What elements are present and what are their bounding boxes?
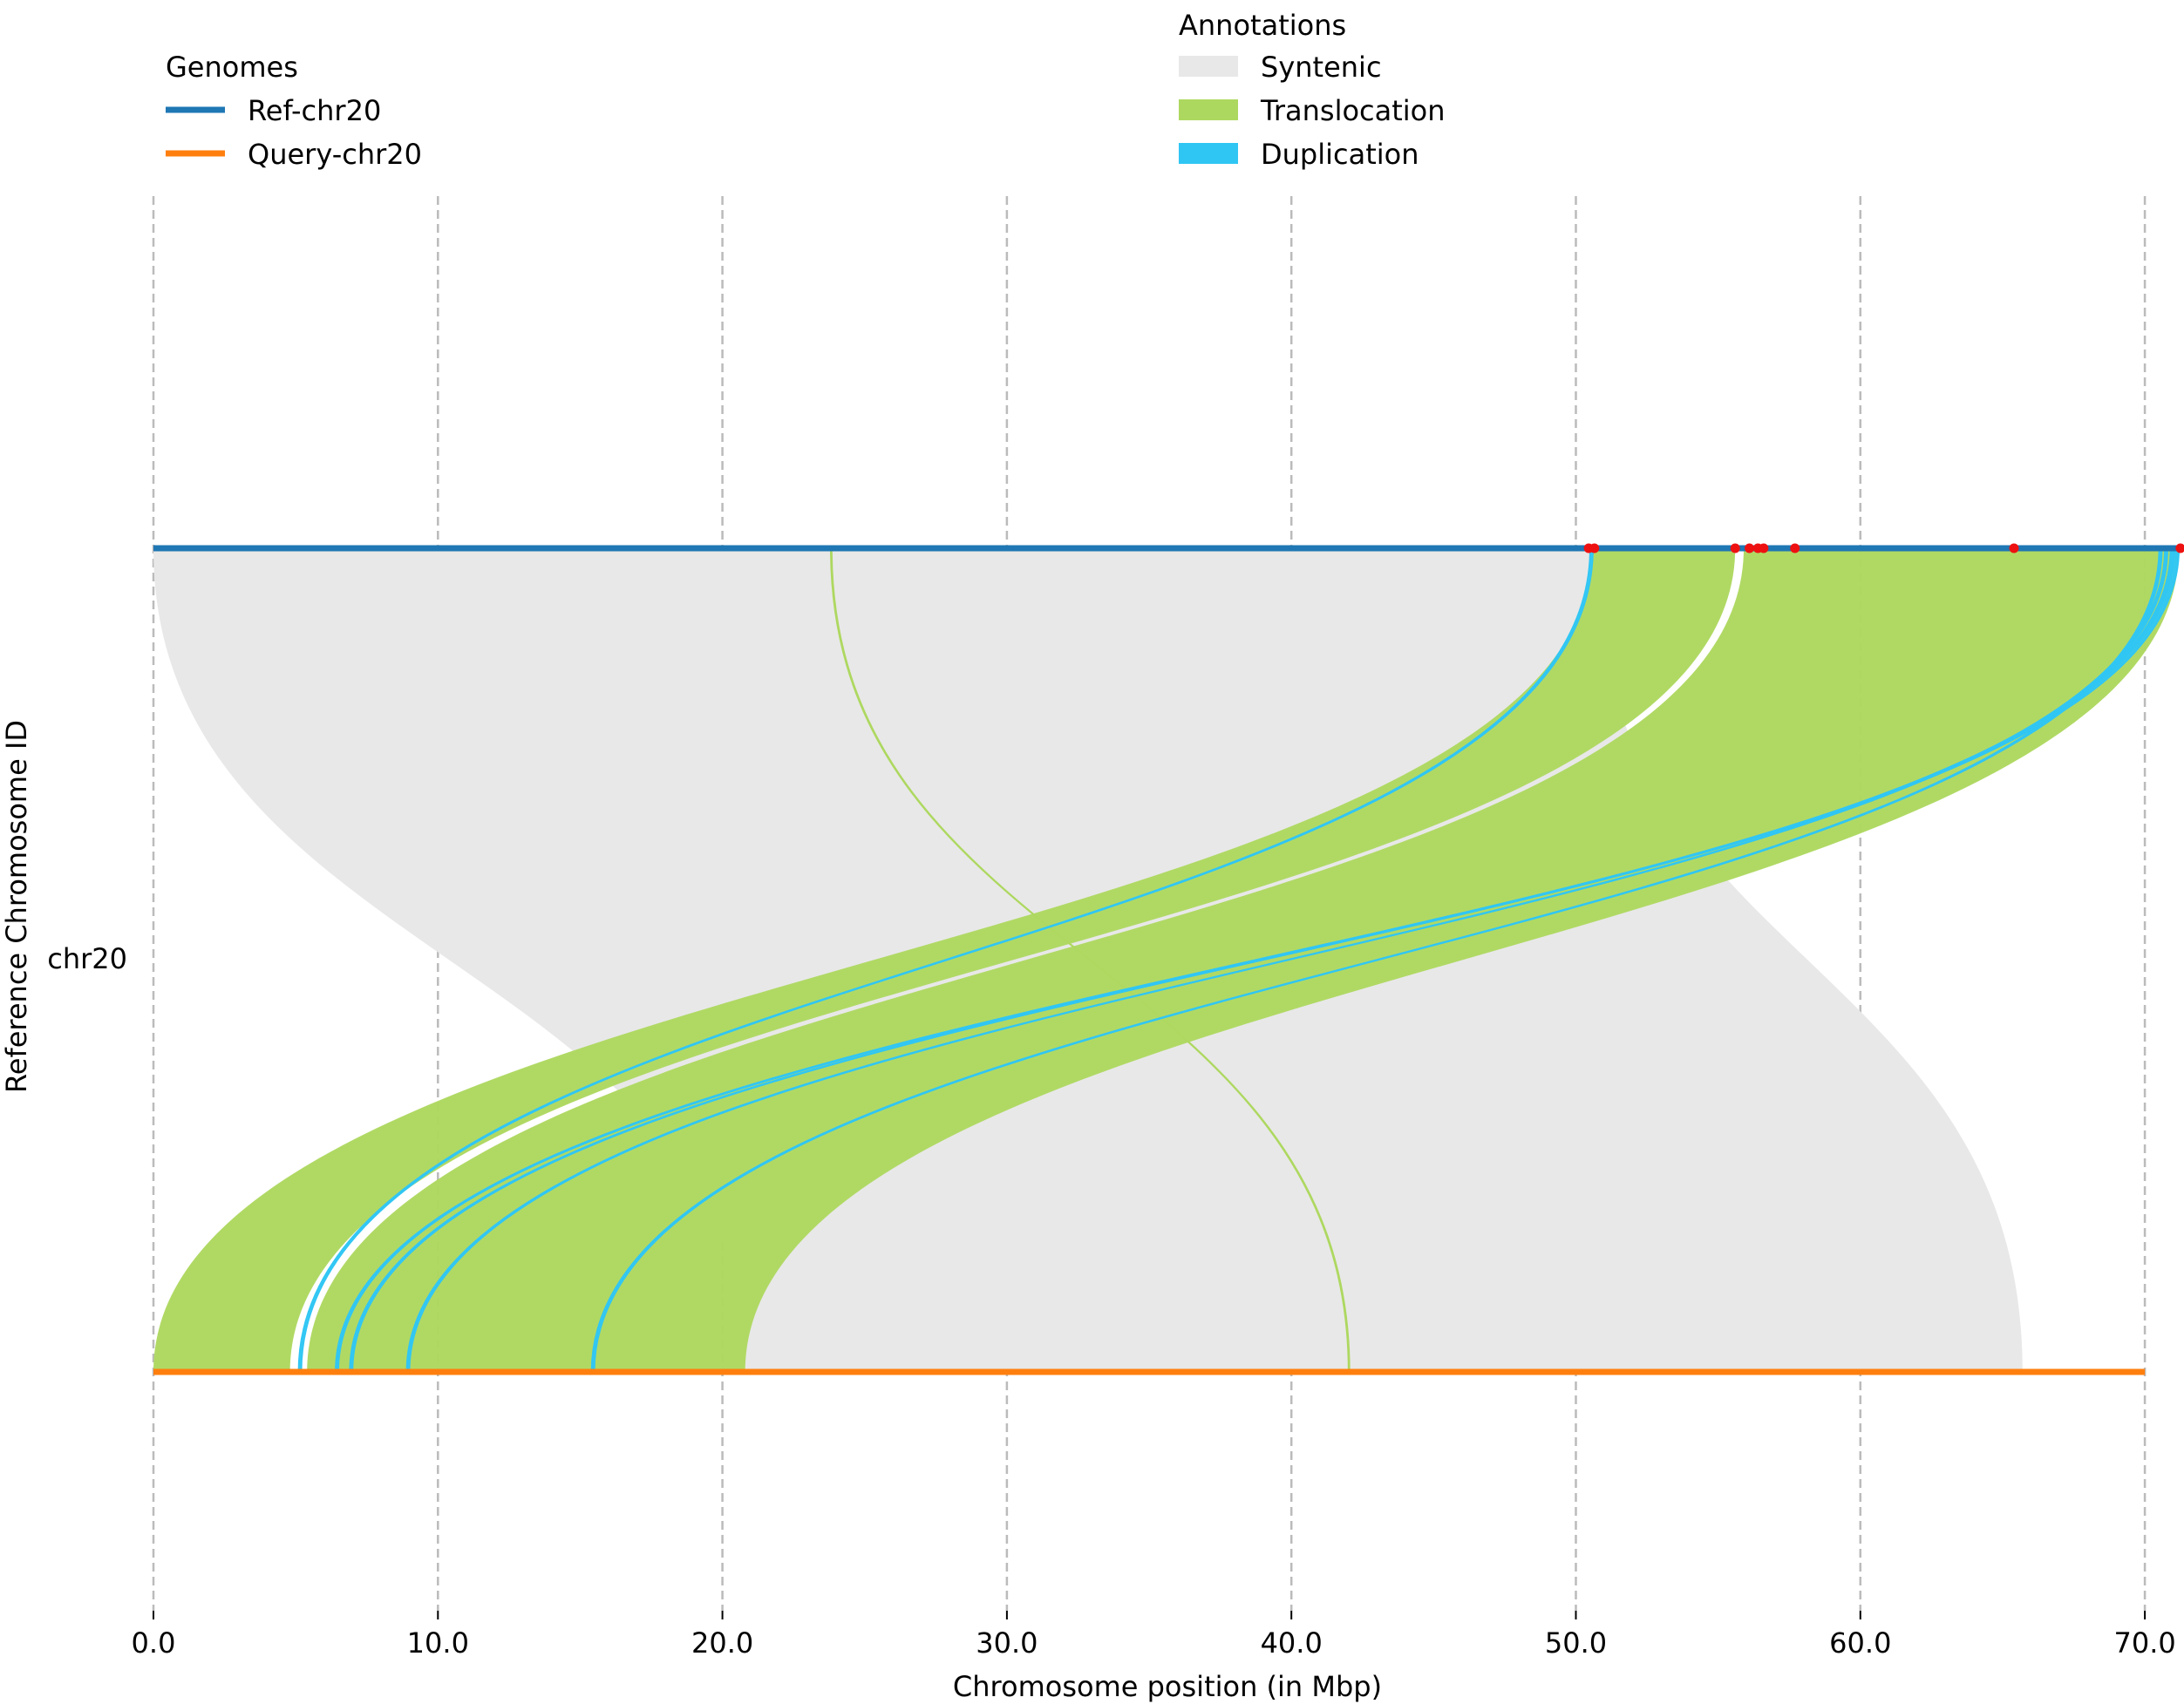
genomes-legend: Genomes Ref-chr20 Query-chr20 bbox=[166, 51, 422, 171]
translocation-ribbon-3 bbox=[307, 548, 2180, 1372]
ref-marker-5 bbox=[1759, 543, 1769, 553]
legend-label-syntenic: Syntenic bbox=[1261, 51, 1382, 84]
legend-swatch-syntenic bbox=[1179, 56, 1238, 77]
x-tick-label-4: 40.0 bbox=[1261, 1626, 1323, 1660]
x-axis-ticks: 0.0 10.0 20.0 30.0 40.0 50.0 60.0 70.0 bbox=[132, 1611, 2176, 1660]
x-tick-label-3: 30.0 bbox=[976, 1626, 1038, 1660]
legend-label-translocation: Translocation bbox=[1260, 94, 1446, 127]
legend-swatch-translocation bbox=[1179, 99, 1238, 120]
ref-marker-6 bbox=[1790, 543, 1800, 553]
annotations-legend: Annotations Syntenic Translocation Dupli… bbox=[1179, 9, 1446, 171]
x-tick-label-7: 70.0 bbox=[2113, 1626, 2175, 1660]
alignment-ribbons bbox=[153, 547, 2181, 1373]
genome-bars bbox=[153, 545, 2180, 1375]
x-tick-label-1: 10.0 bbox=[407, 1626, 469, 1660]
ref-marker-1 bbox=[1589, 543, 1600, 553]
legend-label-query: Query-chr20 bbox=[248, 138, 422, 171]
ref-marker-8 bbox=[2175, 543, 2184, 553]
x-axis-label: Chromosome position (in Mbp) bbox=[953, 1670, 1382, 1703]
x-tick-label-6: 60.0 bbox=[1829, 1626, 1891, 1660]
x-tick-label-2: 20.0 bbox=[691, 1626, 753, 1660]
legend-swatch-duplication bbox=[1179, 143, 1238, 164]
y-axis-label: Reference Chromosome ID bbox=[0, 720, 33, 1093]
x-tick-label-0: 0.0 bbox=[132, 1626, 176, 1660]
y-tick-label-chr20: chr20 bbox=[47, 942, 127, 975]
ref-marker-7 bbox=[2009, 543, 2019, 553]
legend-label-duplication: Duplication bbox=[1261, 138, 1419, 171]
ref-markers bbox=[1583, 543, 2184, 553]
x-tick-label-5: 50.0 bbox=[1545, 1626, 1607, 1660]
legend-label-ref: Ref-chr20 bbox=[248, 94, 381, 127]
ref-marker-3 bbox=[1745, 543, 1755, 553]
ref-marker-2 bbox=[1730, 543, 1740, 553]
genomes-legend-title: Genomes bbox=[166, 51, 298, 84]
annotations-legend-title: Annotations bbox=[1179, 9, 1346, 42]
